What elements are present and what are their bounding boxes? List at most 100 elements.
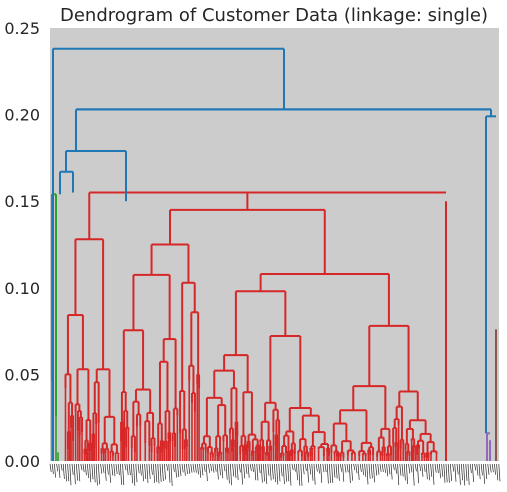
x-leaf-label-glyph <box>445 463 448 483</box>
x-leaf-label-glyph <box>285 463 287 482</box>
x-leaf-label-glyph <box>410 463 413 473</box>
x-leaf-label-glyph <box>439 463 441 479</box>
x-leaf-label-glyph <box>496 463 499 481</box>
x-leaf-label-glyph <box>375 463 378 476</box>
x-leaf-label-glyph <box>274 463 276 483</box>
x-leaf-label-glyph <box>197 463 199 475</box>
x-leaf-label-glyph <box>254 463 257 481</box>
x-leaf-label-glyph <box>168 463 171 483</box>
x-leaf-label-glyph <box>278 463 281 482</box>
x-leaf-label-glyph <box>93 463 96 483</box>
y-tick-label: 0.05 <box>4 365 40 384</box>
x-leaf-label-glyph <box>452 463 455 472</box>
y-tick-label: 0.20 <box>4 106 40 125</box>
plot-background <box>50 28 499 461</box>
x-leaf-label-glyph <box>225 463 228 480</box>
x-leaf-label-glyph <box>234 463 237 479</box>
x-leaf-label-glyph <box>219 463 221 476</box>
x-leaf-label-glyph <box>461 463 463 481</box>
x-leaf-label-glyph <box>351 463 353 481</box>
x-leaf-label-glyph <box>388 463 391 475</box>
x-leaf-label-glyph <box>148 463 151 480</box>
x-leaf-label-glyph <box>333 463 336 478</box>
x-leaf-label-glyph <box>192 463 195 473</box>
x-leaf-label-glyph <box>463 463 466 486</box>
x-leaf-label-glyph <box>190 463 193 473</box>
x-leaf-label-glyph <box>456 463 459 475</box>
x-leaf-label-glyph <box>241 463 243 485</box>
x-leaf-label-glyph <box>353 463 356 471</box>
x-leaf-label-glyph <box>205 463 208 482</box>
x-leaf-label-glyph <box>230 463 232 486</box>
y-tick-label: 0.00 <box>4 452 40 471</box>
x-leaf-label-glyph <box>186 463 188 475</box>
x-leaf-label-glyph <box>450 463 452 482</box>
x-leaf-label-glyph <box>188 463 191 474</box>
x-leaf-label-glyph <box>181 463 184 473</box>
x-leaf-label-glyph <box>256 463 259 481</box>
x-leaf-label-glyph <box>60 463 63 471</box>
x-leaf-label-glyph <box>403 463 406 481</box>
x-leaf-label-glyph <box>78 463 81 482</box>
x-leaf-label-glyph <box>293 463 296 472</box>
x-leaf-label-glyph <box>485 463 488 480</box>
x-leaf-label-glyph <box>139 463 142 476</box>
x-leaf-label-glyph <box>252 463 254 473</box>
x-leaf-label-glyph <box>417 463 419 484</box>
x-leaf-label-glyph <box>282 463 285 485</box>
x-leaf-label-glyph <box>494 463 496 475</box>
x-leaf-label-glyph <box>289 463 292 486</box>
x-leaf-label-glyph <box>302 463 305 475</box>
x-leaf-label-glyph <box>399 463 402 476</box>
x-leaf-label-glyph <box>357 463 360 480</box>
x-leaf-label-glyph <box>370 463 373 479</box>
x-leaf-label-glyph <box>467 463 470 485</box>
x-leaf-label-glyph <box>159 463 162 482</box>
x-leaf-label-glyph <box>208 463 210 473</box>
y-tick-label: 0.10 <box>4 279 40 298</box>
x-leaf-label-glyph <box>329 463 331 483</box>
x-leaf-label-glyph <box>128 463 131 476</box>
x-leaf-label-glyph <box>377 463 380 475</box>
x-leaf-label-glyph <box>476 463 479 476</box>
x-leaf-label-glyph <box>247 463 250 478</box>
x-leaf-label-glyph <box>300 463 303 486</box>
x-leaf-label-glyph <box>56 463 59 472</box>
x-leaf-label-glyph <box>309 463 312 475</box>
x-leaf-label-glyph <box>102 463 105 473</box>
y-tick-label: 0.25 <box>4 19 40 38</box>
x-leaf-label-glyph <box>265 463 268 484</box>
x-leaf-label-glyph <box>104 463 107 481</box>
x-leaf-label-glyph <box>73 463 76 485</box>
x-leaf-label-glyph <box>491 463 494 473</box>
x-leaf-label-glyph <box>227 463 230 484</box>
x-leaf-label-glyph <box>87 463 89 479</box>
x-leaf-label-glyph <box>414 463 417 472</box>
x-leaf-label-glyph <box>498 463 501 482</box>
x-leaf-label-glyph <box>95 463 98 486</box>
x-leaf-label-glyph <box>441 463 444 477</box>
x-leaf-label-glyph <box>82 463 85 473</box>
x-leaf-label-glyph <box>322 463 325 473</box>
x-leaf-label-glyph <box>458 463 461 485</box>
x-axis-leaf-labels <box>49 463 501 486</box>
x-leaf-label-glyph <box>406 463 408 485</box>
x-leaf-label-glyph <box>454 463 457 482</box>
x-leaf-label-glyph <box>71 463 74 475</box>
x-leaf-label-glyph <box>164 463 166 480</box>
x-leaf-label-glyph <box>465 463 468 481</box>
x-leaf-label-glyph <box>296 463 298 481</box>
x-leaf-label-glyph <box>487 463 490 475</box>
x-leaf-label-glyph <box>67 463 70 482</box>
x-leaf-label-glyph <box>65 463 67 482</box>
x-leaf-label-glyph <box>428 463 430 481</box>
x-leaf-label-glyph <box>194 463 197 473</box>
x-leaf-label-glyph <box>469 463 472 474</box>
x-leaf-label-glyph <box>331 463 334 483</box>
x-leaf-label-glyph <box>172 463 175 472</box>
x-leaf-label-glyph <box>214 463 217 472</box>
x-leaf-label-glyph <box>324 463 327 472</box>
x-leaf-label-glyph <box>117 463 120 476</box>
x-leaf-label-glyph <box>447 463 450 483</box>
